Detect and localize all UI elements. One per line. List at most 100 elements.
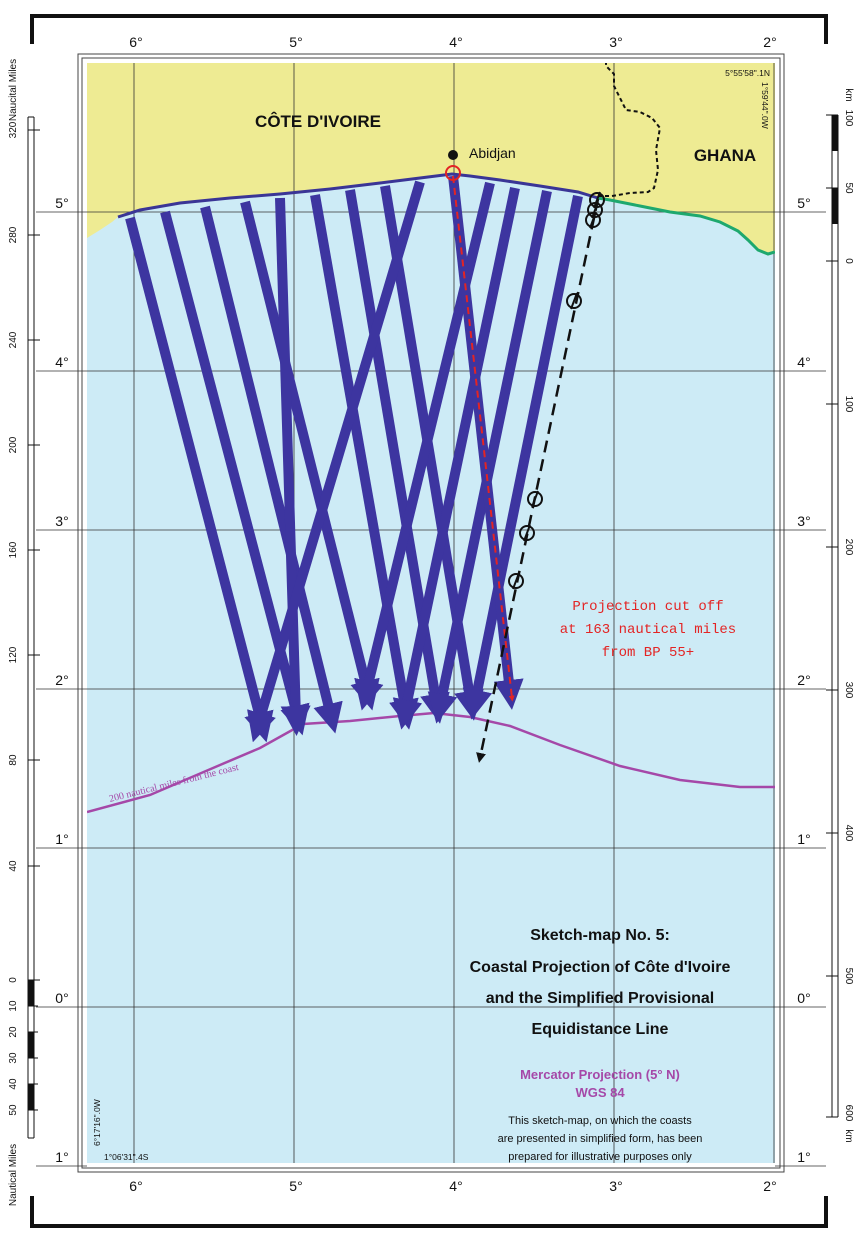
cutoff-note-line-2: at 163 nautical miles xyxy=(560,622,736,638)
left-scale-tick: 20 xyxy=(8,1026,19,1038)
lon-label-top-6: 6° xyxy=(129,34,142,50)
lat-label-left-1n: 1° xyxy=(55,831,68,847)
right-scale-tick: 100 xyxy=(843,396,854,413)
country-label-cote-divoire: CÔTE D'IVOIRE xyxy=(255,112,381,131)
legend-title-line-4: Equidistance Line xyxy=(532,1021,669,1038)
right-scale-tick: 400 xyxy=(843,825,854,842)
left-scale-tick: 30 xyxy=(8,1052,19,1064)
lon-label-bottom-6: 6° xyxy=(129,1178,142,1194)
projection-arrow xyxy=(160,210,310,736)
legend-title-line-2: Coastal Projection of Côte d'Ivoire xyxy=(470,959,731,976)
corner-sw-longitude: 6°17'16".0W xyxy=(92,1099,102,1146)
left-scale-tick: 80 xyxy=(8,754,19,766)
land-area xyxy=(87,63,775,254)
lat-label-left-0: 0° xyxy=(55,990,68,1006)
latitude-labels-left: 5° 4° 3° 2° 1° 0° 1° xyxy=(55,195,68,1165)
projection-arrow xyxy=(354,181,495,711)
land-boundary xyxy=(598,63,662,197)
latitude-labels-right: 5° 4° 3° 2° 1° 0° 1° xyxy=(797,195,810,1165)
lon-label-top-5: 5° xyxy=(289,34,302,50)
left-scale-title: Naucital Miles xyxy=(8,59,19,121)
lon-label-top-2: 2° xyxy=(763,34,776,50)
left-scale-tick: 200 xyxy=(8,436,19,453)
projection-arrow xyxy=(247,180,425,743)
projection-arrow xyxy=(240,200,380,711)
lon-label-top-4: 4° xyxy=(449,34,462,50)
projection-arrow xyxy=(427,189,552,724)
left-scale-tick: 120 xyxy=(8,646,19,663)
projection-arrow xyxy=(392,186,520,730)
lat-label-left-5n: 5° xyxy=(55,195,68,211)
right-scale-bar: km 100 50 0 100 200 300 400 500 600 km xyxy=(826,88,854,1143)
corner-ne-longitude: 1°59'44".0W xyxy=(760,82,770,129)
projection-arrow xyxy=(275,197,311,736)
lon-label-top-3: 3° xyxy=(609,34,622,50)
legend-note-line-1: This sketch-map, on which the coasts xyxy=(508,1115,692,1127)
lat-label-right-2n: 2° xyxy=(797,672,810,688)
lat-label-left-4n: 4° xyxy=(55,354,68,370)
latitude-ticks xyxy=(36,211,826,1167)
cutoff-projection-arrow xyxy=(452,175,515,702)
right-scale-top-unit: km xyxy=(843,88,854,101)
lat-label-right-1s: 1° xyxy=(797,1149,810,1165)
left-scale-tick: 50 xyxy=(8,1104,19,1116)
lat-label-right-3n: 3° xyxy=(797,513,810,529)
legend-note-line-3: prepared for illustrative purposes only xyxy=(508,1151,692,1163)
corner-ne-latitude: 5°55'58".1N xyxy=(725,68,770,78)
lat-label-right-5n: 5° xyxy=(797,195,810,211)
lat-label-left-1s: 1° xyxy=(55,1149,68,1165)
lat-label-left-2n: 2° xyxy=(55,672,68,688)
left-scale-tick: 280 xyxy=(8,226,19,243)
cutoff-note-line-3: from BP 55+ xyxy=(602,645,694,661)
lat-label-right-4n: 4° xyxy=(797,354,810,370)
legend-title-line-3: and the Simplified Provisional xyxy=(486,990,714,1007)
lon-label-bottom-4: 4° xyxy=(449,1178,462,1194)
projection-arrow xyxy=(125,216,274,743)
lon-label-bottom-5: 5° xyxy=(289,1178,302,1194)
right-scale-tick: 600 xyxy=(843,1105,854,1122)
left-scale-tick: 40 xyxy=(8,860,19,872)
city-label-abidjan: Abidjan xyxy=(469,145,516,161)
left-scale-bottom-title: Nautical Miles xyxy=(8,1144,19,1206)
lon-label-bottom-2: 2° xyxy=(763,1178,776,1194)
corner-sw-latitude: 1°06'31".4S xyxy=(104,1152,149,1162)
lat-label-left-3n: 3° xyxy=(55,513,68,529)
right-scale-tick: 0 xyxy=(843,258,854,264)
left-scale-tick: 10 xyxy=(8,1000,19,1012)
longitude-labels-top: 6° 5° 4° 3° 2° xyxy=(129,34,776,50)
projection-arrow xyxy=(462,195,583,720)
base-point-markers xyxy=(508,191,605,590)
right-scale-tick: 200 xyxy=(843,539,854,556)
provisional-equidistance-line xyxy=(476,198,600,763)
left-scale-tick: 320 xyxy=(8,121,19,138)
left-scale-tick: 40 xyxy=(8,1078,19,1090)
right-scale-tick: 100 xyxy=(843,110,854,127)
coastline-ghana xyxy=(597,196,775,256)
legend-title-line-1: Sketch-map No. 5: xyxy=(530,927,670,944)
projection-arrow xyxy=(200,205,343,734)
base-point-circle xyxy=(445,165,461,181)
left-scale-bar: Naucital Miles 320 280 240 200 160 120 8… xyxy=(8,59,40,1206)
right-scale-bottom-unit: km xyxy=(843,1129,854,1142)
lat-label-right-1n: 1° xyxy=(797,831,810,847)
cutoff-note: Projection cut off at 163 nautical miles… xyxy=(560,599,736,661)
legend-datum: WGS 84 xyxy=(575,1085,625,1100)
cutoff-note-line-1: Projection cut off xyxy=(572,599,723,615)
abidjan-dot xyxy=(448,150,458,160)
coastline-cote-divoire xyxy=(117,172,599,219)
projection-arrow xyxy=(310,194,419,730)
left-scale-tick: 240 xyxy=(8,331,19,348)
right-scale-tick: 500 xyxy=(843,968,854,985)
legend-projection: Mercator Projection (5° N) xyxy=(520,1067,680,1082)
coastal-projection-arrows xyxy=(125,175,583,743)
legend-note-line-2: are presented in simplified form, has be… xyxy=(498,1133,703,1145)
longitude-labels-bottom: 6° 5° 4° 3° 2° xyxy=(129,1178,776,1194)
sea-area xyxy=(87,63,775,1163)
lon-label-bottom-3: 3° xyxy=(609,1178,622,1194)
map-legend: Sketch-map No. 5: Coastal Projection of … xyxy=(470,927,731,1163)
map-frame-inner xyxy=(81,57,781,1169)
right-scale-tick: 50 xyxy=(843,182,854,194)
right-scale-tick: 300 xyxy=(843,682,854,699)
country-label-ghana: GHANA xyxy=(694,146,756,165)
